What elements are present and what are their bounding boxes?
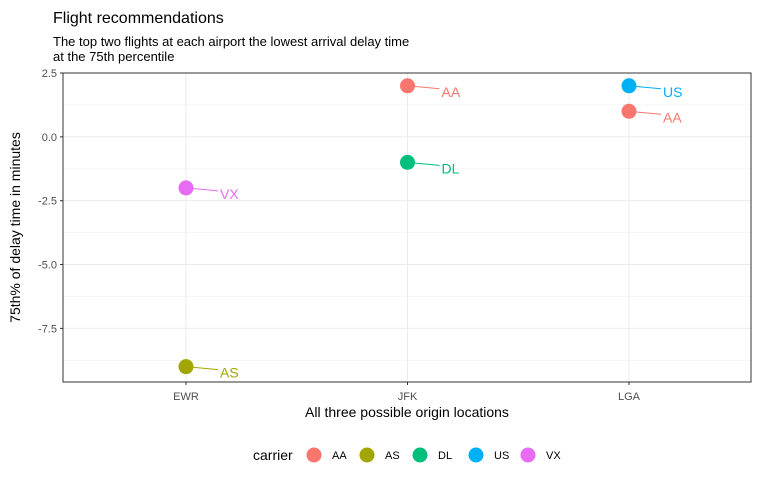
legend-label: DL — [438, 450, 452, 462]
chart-subtitle-line-2: at the 75th percentile — [53, 49, 174, 64]
legend-key-as — [359, 447, 375, 463]
legend-key-us — [468, 447, 484, 463]
y-tick-label: 2.5 — [42, 68, 57, 80]
y-axis-label: 75th% of delay time in minutes — [7, 132, 23, 323]
legend: carrier AA AS DL US VX — [253, 447, 561, 463]
legend-label: AA — [332, 450, 347, 462]
y-tick-label: -7.5 — [38, 323, 57, 335]
y-tick-label: -2.5 — [38, 196, 57, 208]
legend-title: carrier — [253, 447, 293, 463]
data-point-jfk-aa — [400, 78, 415, 94]
data-label: DL — [442, 160, 460, 176]
legend-label: AS — [385, 450, 400, 462]
data-label: AA — [442, 84, 461, 100]
x-tick-label: LGA — [618, 391, 641, 403]
data-label: US — [663, 84, 682, 100]
chart-subtitle-line-1: The top two flights at each airport the … — [53, 34, 409, 49]
x-tick-label: EWR — [173, 391, 199, 403]
x-axis: EWR JFK LGA — [173, 382, 641, 403]
chart-title: Flight recommendations — [53, 10, 224, 27]
x-axis-label: All three possible origin locations — [305, 404, 509, 420]
data-point-lga-us — [621, 78, 637, 94]
y-tick-label: 0.0 — [42, 132, 57, 144]
legend-label: US — [494, 450, 509, 462]
grid-lines — [63, 72, 751, 382]
legend-key-aa — [306, 447, 322, 463]
x-tick-label: JFK — [398, 391, 418, 403]
data-label: AA — [663, 109, 682, 125]
data-label: VX — [220, 186, 239, 202]
legend-key-vx — [520, 447, 536, 463]
data-point-ewr-as — [178, 359, 194, 375]
data-point-ewr-vx — [178, 180, 194, 196]
data-point-jfk-dl — [400, 154, 415, 170]
data-point-lga-aa — [621, 103, 637, 119]
legend-key-dl — [412, 447, 428, 463]
legend-label: VX — [546, 450, 561, 462]
y-tick-label: -5.0 — [38, 260, 57, 272]
data-label: AS — [220, 365, 239, 381]
y-axis: 2.5 0.0 -2.5 -5.0 -7.5 — [38, 68, 63, 335]
data-marks: VX AS AA DL US AA — [178, 78, 682, 381]
